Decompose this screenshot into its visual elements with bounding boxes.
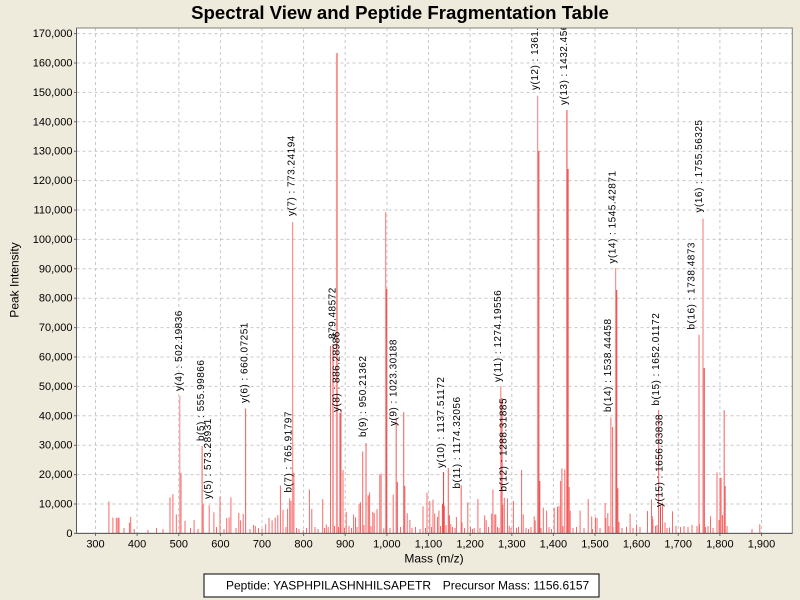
svg-text:20,000: 20,000 (39, 469, 73, 481)
svg-text:Peak Intensity: Peak Intensity (8, 242, 22, 317)
svg-text:y(5) : 573.28931: y(5) : 573.28931 (203, 418, 214, 499)
svg-text:800: 800 (294, 539, 312, 551)
svg-text:110,000: 110,000 (34, 205, 73, 217)
svg-text:1,400: 1,400 (540, 539, 568, 551)
svg-text:100,000: 100,000 (33, 234, 73, 246)
svg-text:Precursor Mass: 1156.6157: Precursor Mass: 1156.6157 (443, 579, 590, 593)
svg-text:879.48572: 879.48572 (328, 287, 339, 339)
svg-text:40,000: 40,000 (39, 410, 73, 422)
svg-text:700: 700 (253, 539, 271, 551)
svg-text:900: 900 (336, 539, 354, 551)
svg-text:y(12) : 1361.36: y(12) : 1361.36 (530, 15, 541, 90)
svg-text:1,700: 1,700 (664, 539, 692, 551)
svg-text:300: 300 (86, 539, 104, 551)
svg-text:y(10) : 1137.51172: y(10) : 1137.51172 (436, 377, 447, 468)
svg-text:600: 600 (211, 539, 229, 551)
svg-text:y(9) : 1023.30188: y(9) : 1023.30188 (389, 339, 400, 426)
svg-text:b(7) : 765.91797: b(7) : 765.91797 (283, 411, 294, 492)
svg-text:b(12) : 1288.31885: b(12) : 1288.31885 (499, 398, 510, 492)
svg-text:y(14) : 1545.42871: y(14) : 1545.42871 (608, 171, 619, 264)
svg-text:y(11) : 1274.19556: y(11) : 1274.19556 (493, 290, 504, 382)
svg-text:30,000: 30,000 (39, 440, 73, 452)
svg-text:120,000: 120,000 (33, 175, 73, 187)
svg-text:1,500: 1,500 (581, 539, 609, 551)
svg-text:b(15) : 1652.01172: b(15) : 1652.01172 (651, 313, 662, 406)
svg-text:y(13) : 1432.4566: y(13) : 1432.4566 (559, 18, 570, 105)
svg-text:1,100: 1,100 (415, 539, 443, 551)
svg-text:1,300: 1,300 (498, 539, 526, 551)
svg-text:y(8) : 886.28986: y(8) : 886.28986 (332, 331, 343, 412)
svg-text:80,000: 80,000 (39, 293, 73, 305)
svg-text:1,900: 1,900 (748, 539, 776, 551)
svg-text:90,000: 90,000 (39, 263, 73, 275)
svg-text:b(11) : 1174.32056: b(11) : 1174.32056 (452, 396, 463, 488)
svg-text:y(16) : 1755.56325: y(16) : 1755.56325 (694, 120, 705, 213)
svg-text:y(7) : 773.24194: y(7) : 773.24194 (286, 135, 297, 216)
svg-text:150,000: 150,000 (33, 87, 73, 99)
svg-text:1,600: 1,600 (623, 539, 651, 551)
svg-text:Spectral View and Peptide Frag: Spectral View and Peptide Fragmentation … (191, 2, 609, 23)
svg-text:Mass (m/z): Mass (m/z) (404, 552, 463, 566)
svg-text:b(14) : 1538.44458: b(14) : 1538.44458 (603, 318, 614, 412)
svg-text:y(6) : 660.07251: y(6) : 660.07251 (240, 322, 251, 403)
svg-text:b(9) : 950.21362: b(9) : 950.21362 (358, 356, 369, 437)
svg-text:10,000: 10,000 (39, 499, 73, 511)
svg-text:0: 0 (66, 528, 72, 540)
svg-text:160,000: 160,000 (33, 58, 73, 70)
svg-text:50,000: 50,000 (39, 381, 73, 393)
svg-text:500: 500 (170, 539, 188, 551)
svg-text:b(5) : 555.99866: b(5) : 555.99866 (196, 360, 207, 441)
svg-text:1,200: 1,200 (456, 539, 484, 551)
svg-text:70,000: 70,000 (39, 322, 73, 334)
svg-text:400: 400 (128, 539, 146, 551)
svg-text:b(16) : 1738.4873: b(16) : 1738.4873 (687, 242, 698, 329)
svg-text:60,000: 60,000 (39, 352, 73, 364)
svg-text:140,000: 140,000 (33, 116, 73, 128)
svg-text:y(4) : 502.19836: y(4) : 502.19836 (174, 310, 185, 391)
svg-text:1,800: 1,800 (706, 539, 734, 551)
svg-text:170,000: 170,000 (33, 28, 73, 40)
svg-text:130,000: 130,000 (33, 146, 73, 158)
svg-text:Peptide: YASPHPILASHNHILSAPETR: Peptide: YASPHPILASHNHILSAPETR (226, 579, 431, 593)
svg-text:1,000: 1,000 (373, 539, 401, 551)
svg-text:y(15) : 1656.83838: y(15) : 1656.83838 (655, 414, 666, 507)
